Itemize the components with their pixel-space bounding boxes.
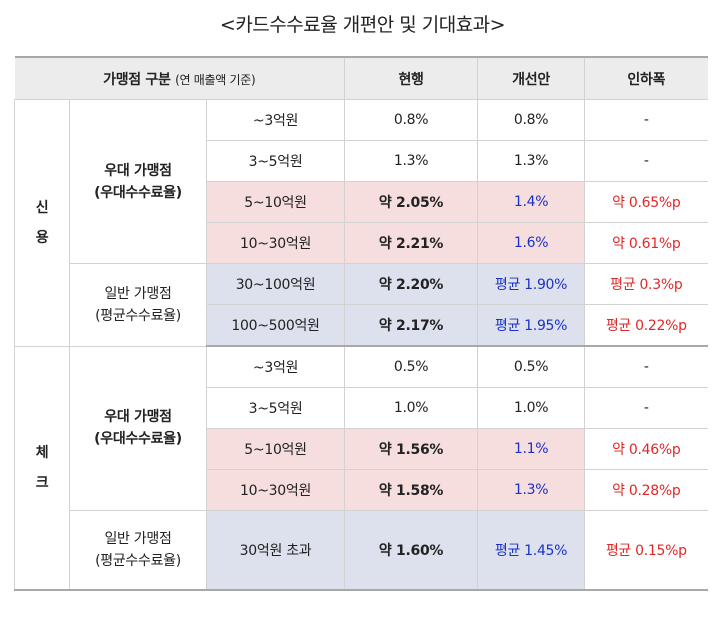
proposal-cell: 평균 1.90%	[477, 263, 586, 305]
current-cell: 1.0%	[344, 387, 479, 429]
reduction-cell: 평균 0.15%p	[584, 510, 708, 591]
current-cell: 약 2.05%	[344, 181, 479, 223]
credit-preferred-line1: 우대 가맹점	[104, 162, 172, 179]
credit-general-line1: 일반 가맹점	[104, 285, 172, 302]
header-reduction: 인하폭	[584, 56, 708, 100]
credit-general-line2: (평균수수료율)	[95, 307, 181, 324]
table-row: 10~30억원 약 2.21% 1.6% 약 0.61%p	[15, 222, 708, 264]
sales-cell: 10~30억원	[205, 222, 346, 264]
type-credit-line1: 신	[35, 199, 49, 216]
proposal-cell: 1.6%	[477, 222, 586, 264]
reduction-cell: 약 0.61%p	[584, 222, 708, 264]
proposal-cell: 0.8%	[477, 99, 586, 141]
reduction-cell: -	[584, 387, 708, 429]
sales-cell: 3~5억원	[205, 387, 346, 429]
proposal-cell: 1.4%	[477, 181, 586, 223]
current-cell: 약 1.58%	[344, 469, 479, 511]
reduction-cell: 평균 0.22%p	[584, 304, 708, 347]
type-check-line1: 체	[35, 444, 49, 461]
reduction-cell: 약 0.28%p	[584, 469, 708, 511]
current-cell: 0.5%	[344, 345, 479, 388]
check-preferred-line1: 우대 가맹점	[104, 409, 172, 426]
sales-cell: 10~30억원	[205, 469, 346, 511]
current-cell: 약 2.17%	[344, 304, 479, 347]
credit-preferred-line2: (우대수수료율)	[94, 184, 182, 201]
current-cell: 약 2.21%	[344, 222, 479, 264]
reduction-cell: 약 0.65%p	[584, 181, 708, 223]
header-category: 가맹점 구분 (연 매출액 기준)	[14, 56, 346, 100]
current-cell: 0.8%	[344, 99, 479, 141]
check-general-line2: (평균수수료율)	[95, 553, 181, 569]
type-credit-line2: 용	[35, 229, 49, 246]
sales-cell: 30~100억원	[205, 263, 346, 305]
header-category-label: 가맹점 구분	[103, 71, 171, 88]
type-check-line2: 크	[35, 474, 49, 491]
proposal-cell: 0.5%	[477, 345, 586, 388]
reduction-cell: 평균 0.3%p	[584, 263, 708, 305]
table-row: 10~30억원 약 1.58% 1.3% 약 0.28%p	[15, 469, 708, 511]
check-preferred-category: 우대 가맹점 (우대수수료율)	[69, 345, 207, 511]
reduction-cell: -	[584, 99, 708, 141]
table-row: 일반 가맹점 (평균수수료율) 30억원 초과 약 1.60% 평균 1.45%…	[15, 510, 708, 591]
type-check: 체 크	[14, 345, 70, 591]
table-row: 3~5억원 1.0% 1.0% -	[15, 387, 708, 429]
current-cell: 1.3%	[344, 140, 479, 182]
type-credit: 신 용	[14, 99, 70, 347]
proposal-cell: 평균 1.95%	[477, 304, 586, 347]
sales-cell: ~3억원	[205, 99, 346, 141]
table-row: 3~5억원 1.3% 1.3% -	[15, 140, 708, 182]
header-category-note: (연 매출액 기준)	[175, 72, 256, 87]
table-row: 일반 가맹점 (평균수수료율) 30~100억원 약 2.20% 평균 1.90…	[15, 263, 708, 347]
page-title: <카드수수료율 개편안 및 기대효과>	[219, 14, 506, 36]
check-general-category: 일반 가맹점 (평균수수료율)	[69, 510, 207, 591]
credit-preferred-category: 우대 가맹점 (우대수수료율)	[69, 99, 207, 264]
current-cell: 약 1.56%	[344, 428, 479, 470]
reduction-cell: -	[584, 140, 708, 182]
table-row: 신 용 우대 가맹점 (우대수수료율) ~3억원 0.8% 0.8% -	[14, 99, 708, 347]
fee-table: 가맹점 구분 (연 매출액 기준) 현행 개선안 인하폭 신 용 우대 가맹점 …	[14, 56, 708, 591]
current-cell: 약 1.60%	[344, 510, 479, 591]
reduction-cell: 약 0.46%p	[584, 428, 708, 470]
table-row: 100~500억원 약 2.17% 평균 1.95% 평균 0.22%p	[15, 304, 708, 347]
header-proposal: 개선안	[477, 56, 586, 100]
table-row: 5~10억원 약 2.05% 1.4% 약 0.65%p	[15, 181, 708, 223]
table-row: 체 크 우대 가맹점 (우대수수료율) ~3억원 0.5% 0.5% -	[14, 345, 708, 591]
sales-cell: 5~10억원	[205, 428, 346, 470]
sales-cell: ~3억원	[205, 345, 346, 388]
proposal-cell: 1.3%	[477, 469, 586, 511]
proposal-cell: 1.3%	[477, 140, 586, 182]
sales-cell: 5~10억원	[205, 181, 346, 223]
proposal-cell: 평균 1.45%	[477, 510, 586, 591]
reduction-cell: -	[584, 345, 708, 388]
check-preferred-line2: (우대수수료율)	[94, 431, 182, 448]
sales-cell: 100~500억원	[205, 304, 346, 347]
current-cell: 약 2.20%	[344, 263, 479, 305]
table-header-row: 가맹점 구분 (연 매출액 기준) 현행 개선안 인하폭	[14, 56, 708, 100]
sales-cell: 3~5억원	[205, 140, 346, 182]
header-current: 현행	[344, 56, 479, 100]
credit-general-category: 일반 가맹점 (평균수수료율)	[69, 263, 207, 347]
proposal-cell: 1.0%	[477, 387, 586, 429]
sales-cell: 30억원 초과	[205, 510, 346, 591]
table-row: 5~10억원 약 1.56% 1.1% 약 0.46%p	[15, 428, 708, 470]
proposal-cell: 1.1%	[477, 428, 586, 470]
check-general-line1: 일반 가맹점	[104, 531, 172, 547]
